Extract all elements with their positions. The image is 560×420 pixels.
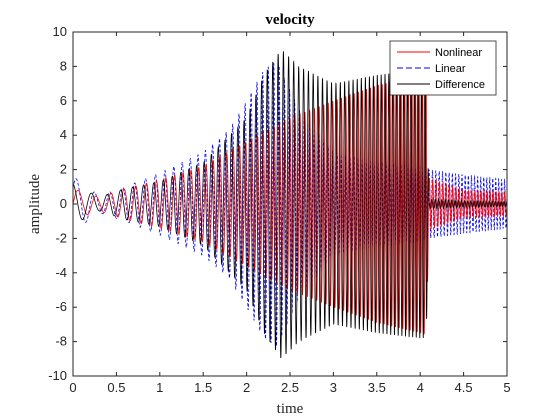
legend: Nonlinear Linear Difference bbox=[389, 40, 497, 96]
y-tick-label: 2 bbox=[60, 162, 67, 177]
x-tick-label: 1 bbox=[156, 380, 163, 395]
x-tick-label: 2 bbox=[243, 380, 250, 395]
ticks-layer: 0 0.5 1 1.5 2 2.5 3 3.5 4 4.5 5 10 8 6 4 2 0 -2 -4 -6 -8 -10 bbox=[48, 24, 510, 395]
x-tick-label: 5 bbox=[503, 380, 510, 395]
y-tick-label: -6 bbox=[55, 299, 67, 314]
x-tick-label: 0.5 bbox=[107, 380, 125, 395]
x-axis-label: time bbox=[277, 401, 304, 417]
y-tick-label: 4 bbox=[60, 127, 67, 142]
x-tick-label: 4.5 bbox=[455, 380, 473, 395]
y-tick-label: 10 bbox=[53, 24, 67, 39]
x-tick-label: 0 bbox=[69, 380, 76, 395]
series-line-linear bbox=[73, 62, 507, 348]
x-tick-label: 3.5 bbox=[368, 380, 386, 395]
chart-title: velocity bbox=[265, 12, 315, 28]
legend-label-linear: Linear bbox=[435, 63, 466, 75]
y-tick-label: -4 bbox=[55, 265, 67, 280]
legend-label-nonlinear: Nonlinear bbox=[435, 47, 482, 59]
series-line-nonlinear bbox=[73, 73, 507, 335]
series-layer bbox=[73, 51, 507, 359]
x-tick-label: 4 bbox=[417, 380, 424, 395]
series-line-difference bbox=[73, 51, 507, 359]
x-tick-label: 1.5 bbox=[194, 380, 212, 395]
y-tick-label: 8 bbox=[60, 58, 67, 73]
y-tick-label: 6 bbox=[60, 93, 67, 108]
legend-label-difference: Difference bbox=[435, 79, 485, 91]
x-tick-label: 2.5 bbox=[281, 380, 299, 395]
x-tick-label: 3 bbox=[330, 380, 337, 395]
y-tick-label: -2 bbox=[55, 230, 67, 245]
y-tick-label: -10 bbox=[48, 368, 67, 383]
y-tick-label: 0 bbox=[60, 196, 67, 211]
y-tick-label: -8 bbox=[55, 334, 67, 349]
y-axis-label: amplitude bbox=[27, 174, 43, 234]
